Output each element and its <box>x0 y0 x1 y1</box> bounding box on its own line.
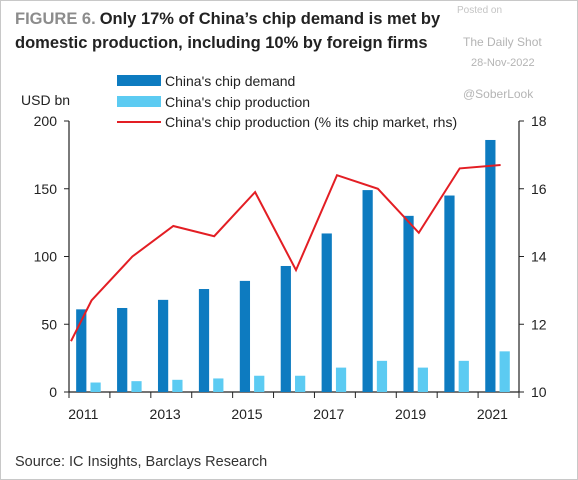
demand-bar <box>198 289 210 392</box>
production-bar <box>417 367 428 392</box>
right-y-tick-label: 14 <box>531 249 547 265</box>
watermark-handle: @SoberLook <box>463 87 534 101</box>
x-tick-label: 2021 <box>477 406 508 422</box>
right-y-tick-label: 18 <box>531 113 547 129</box>
production-bar <box>90 382 101 392</box>
legend-swatch-production <box>117 96 161 107</box>
demand-bar <box>239 280 251 392</box>
production-bar <box>295 375 306 392</box>
production-bar <box>499 351 510 392</box>
production-bar <box>254 375 265 392</box>
watermark-date: 28-Nov-2022 <box>471 57 535 69</box>
left-y-tick-label: 0 <box>49 384 57 400</box>
demand-bar <box>280 265 291 392</box>
demand-bar <box>403 215 414 392</box>
demand-bar <box>321 233 332 392</box>
watermark-site: The Daily Shot <box>463 35 542 49</box>
x-tick-label: 2019 <box>395 406 426 422</box>
left-y-tick-label: 100 <box>34 249 58 265</box>
watermark-posted: Posted on <box>457 5 503 16</box>
title-text: Only 17% of China’s chip demand is met b… <box>15 10 441 52</box>
source-note: Source: IC Insights, Barclays Research <box>15 454 268 470</box>
demand-bar <box>157 299 169 392</box>
right-y-tick-label: 12 <box>531 316 547 332</box>
production-bar <box>335 367 347 392</box>
legend-swatch-demand <box>117 75 161 86</box>
left-y-tick-label: 200 <box>34 113 58 129</box>
production-share-line <box>70 164 501 342</box>
figure-label: FIGURE 6. <box>15 10 96 28</box>
legend-label: China's chip production (% its chip mark… <box>165 114 457 130</box>
demand-bar <box>117 307 128 392</box>
left-y-axis-label: USD bn <box>21 92 70 108</box>
production-bar <box>172 379 183 392</box>
production-bar <box>213 378 224 392</box>
left-y-tick-label: 150 <box>34 181 58 197</box>
x-tick-label: 2013 <box>150 406 181 422</box>
left-y-tick-label: 50 <box>41 316 57 332</box>
x-tick-label: 2011 <box>68 406 98 422</box>
right-y-tick-label: 10 <box>531 384 547 400</box>
legend-label: China's chip demand <box>165 73 295 89</box>
production-bar <box>131 381 142 392</box>
chart-title: FIGURE 6. Only 17% of China’s chip demand… <box>15 7 485 55</box>
demand-bar <box>362 190 373 392</box>
x-tick-label: 2015 <box>231 406 262 422</box>
demand-bar <box>76 309 87 392</box>
demand-bar <box>444 195 455 392</box>
production-bar <box>376 360 388 392</box>
production-bar <box>458 360 469 392</box>
demand-bar <box>485 139 496 392</box>
x-tick-label: 2017 <box>313 406 344 422</box>
legend-label: China's chip production <box>165 94 310 110</box>
right-y-tick-label: 16 <box>531 181 547 197</box>
